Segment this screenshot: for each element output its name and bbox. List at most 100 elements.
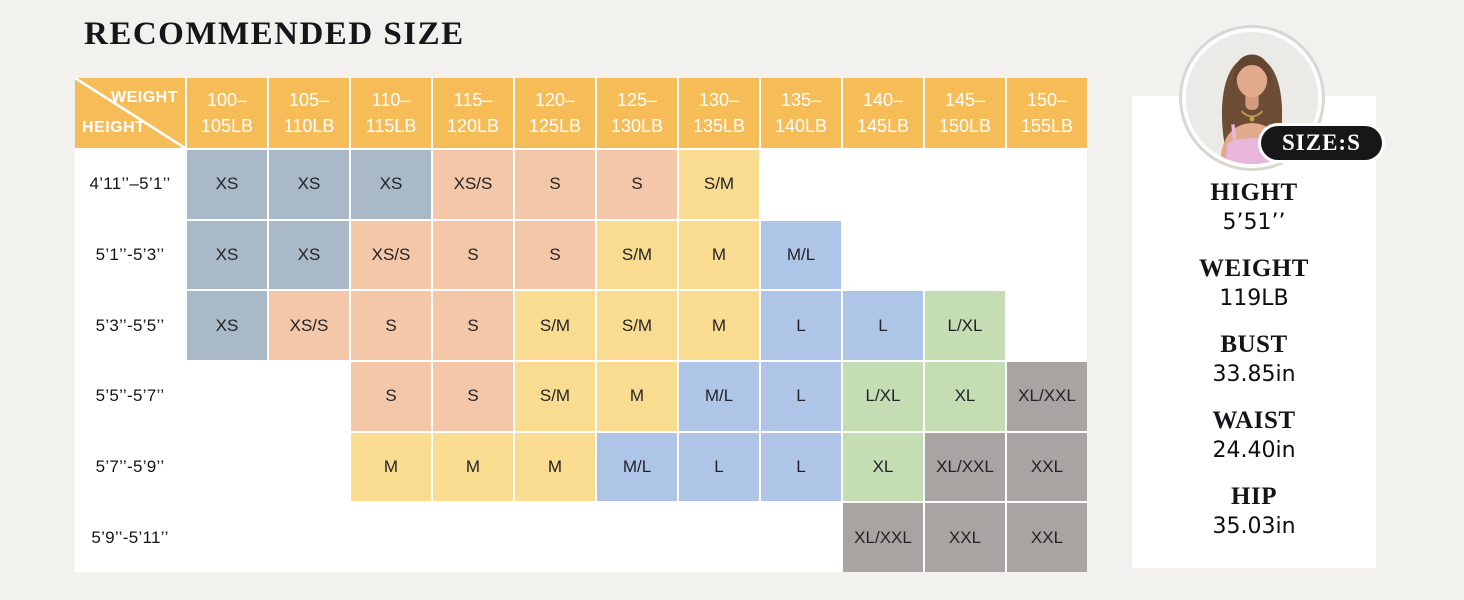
size-cell: S/M bbox=[597, 220, 677, 290]
stat-waist-value: 24.40in bbox=[1212, 438, 1296, 463]
weight-range-line2: 155LB bbox=[1020, 116, 1074, 136]
size-badge: SIZE:S bbox=[1261, 126, 1382, 160]
weight-range-line2: 130LB bbox=[610, 116, 664, 136]
size-cell: XS/S bbox=[351, 220, 431, 290]
size-cell: XXL bbox=[1007, 503, 1087, 572]
empty-cell bbox=[269, 503, 349, 572]
size-cell: M/L bbox=[679, 361, 759, 431]
size-cell: M bbox=[351, 432, 431, 502]
size-cell: XS bbox=[351, 150, 431, 219]
weight-range-line1: 145– bbox=[944, 90, 986, 110]
weight-range-line1: 110– bbox=[371, 90, 411, 110]
size-cell: S bbox=[515, 220, 595, 290]
size-cell: M bbox=[679, 291, 759, 360]
size-cell: XL/XXL bbox=[1007, 361, 1087, 431]
weight-range-line2: 115LB bbox=[365, 116, 417, 136]
stat-weight: WEIGHT 119LB bbox=[1199, 254, 1309, 313]
size-cell: L bbox=[761, 432, 841, 502]
weight-range-line2: 135LB bbox=[692, 116, 746, 136]
stat-hip-value: 35.03in bbox=[1212, 514, 1296, 539]
weight-header-cell: 115– 120LB bbox=[433, 78, 513, 148]
empty-cell bbox=[187, 432, 267, 502]
stat-bust: BUST 33.85in bbox=[1212, 330, 1295, 389]
weight-range-line1: 135– bbox=[780, 90, 822, 110]
weight-range-line2: 110LB bbox=[283, 116, 335, 136]
empty-cell bbox=[761, 503, 841, 572]
empty-cell bbox=[351, 503, 431, 572]
size-cell: S bbox=[515, 150, 595, 219]
stat-hip: HIP 35.03in bbox=[1212, 482, 1295, 541]
weight-header-cell: 150– 155LB bbox=[1007, 78, 1087, 148]
stat-weight-label: WEIGHT bbox=[1199, 255, 1309, 282]
weight-header-cell: 110– 115LB bbox=[351, 78, 431, 148]
size-cell: XS bbox=[187, 150, 267, 219]
stat-hip-label: HIP bbox=[1231, 483, 1277, 510]
stat-height: HIGHT 5’51’’ bbox=[1210, 178, 1297, 237]
stat-height-label: HIGHT bbox=[1210, 179, 1298, 206]
weight-range-line1: 115– bbox=[453, 90, 493, 110]
size-cell: XS/S bbox=[433, 150, 513, 219]
size-cell: XS bbox=[187, 220, 267, 290]
page-title: RECOMMENDED SIZE bbox=[84, 16, 465, 52]
empty-cell bbox=[1007, 291, 1087, 360]
size-cell: XS bbox=[269, 150, 349, 219]
corner-height-label: HEIGHT bbox=[82, 119, 146, 136]
size-cell: S bbox=[597, 150, 677, 219]
empty-cell bbox=[679, 503, 759, 572]
model-stats-card: HIGHT 5’51’’ WEIGHT 119LB BUST 33.85in W… bbox=[1132, 96, 1376, 568]
empty-cell bbox=[761, 150, 841, 219]
stat-bust-label: BUST bbox=[1220, 331, 1288, 358]
size-chart-table: WEIGHT HEIGHT 100– 105LB 105– 110LB 110– 115LB 1… bbox=[75, 78, 1087, 572]
weight-range-line1: 120– bbox=[534, 90, 576, 110]
size-cell: L bbox=[761, 291, 841, 360]
weight-range-line1: 125– bbox=[616, 90, 658, 110]
size-cell: L bbox=[761, 361, 841, 431]
empty-cell bbox=[187, 361, 267, 431]
weight-range-line2: 125LB bbox=[528, 116, 582, 136]
weight-range-line2: 105LB bbox=[200, 116, 254, 136]
height-label-cell: 5’7’’-5’9’’ bbox=[75, 432, 185, 502]
empty-cell bbox=[925, 220, 1005, 290]
weight-header-cell: 100– 105LB bbox=[187, 78, 267, 148]
weight-range-line1: 105– bbox=[288, 90, 330, 110]
size-cell: S bbox=[433, 291, 513, 360]
empty-cell bbox=[187, 503, 267, 572]
stat-weight-value: 119LB bbox=[1219, 286, 1289, 311]
size-cell: L bbox=[843, 291, 923, 360]
empty-cell bbox=[1007, 150, 1087, 219]
size-cell: M bbox=[433, 432, 513, 502]
weight-range-line2: 140LB bbox=[774, 116, 828, 136]
corner-header-cell: WEIGHT HEIGHT bbox=[75, 78, 185, 148]
empty-cell bbox=[515, 503, 595, 572]
size-cell: XL/XXL bbox=[843, 503, 923, 572]
size-cell: S/M bbox=[679, 150, 759, 219]
stat-waist: WAIST 24.40in bbox=[1212, 406, 1295, 465]
stat-bust-value: 33.85in bbox=[1212, 362, 1296, 387]
size-cell: L/XL bbox=[925, 291, 1005, 360]
size-cell: M bbox=[679, 220, 759, 290]
size-cell: M bbox=[597, 361, 677, 431]
weight-range-line2: 120LB bbox=[446, 116, 500, 136]
weight-header-cell: 105– 110LB bbox=[269, 78, 349, 148]
height-label-cell: 5’9’’-5’11’’ bbox=[75, 503, 185, 572]
size-cell: M/L bbox=[597, 432, 677, 502]
size-cell: L/XL bbox=[843, 361, 923, 431]
empty-cell bbox=[843, 220, 923, 290]
size-cell: M bbox=[515, 432, 595, 502]
weight-range-line1: 100– bbox=[206, 90, 248, 110]
size-cell: S bbox=[433, 361, 513, 431]
diagonal-divider bbox=[75, 78, 185, 148]
empty-cell bbox=[433, 503, 513, 572]
size-cell: S/M bbox=[597, 291, 677, 360]
height-label-cell: 5’3’’-5’5’’ bbox=[75, 291, 185, 360]
height-label-cell: 4’11’’–5’1’’ bbox=[75, 150, 185, 219]
size-cell: XXL bbox=[1007, 432, 1087, 502]
weight-range-line1: 140– bbox=[862, 90, 904, 110]
weight-range-line1: 130– bbox=[698, 90, 740, 110]
weight-range-line2: 145LB bbox=[856, 116, 910, 136]
size-cell: XL bbox=[843, 432, 923, 502]
empty-cell bbox=[269, 361, 349, 431]
empty-cell bbox=[269, 432, 349, 502]
size-cell: XXL bbox=[925, 503, 1005, 572]
